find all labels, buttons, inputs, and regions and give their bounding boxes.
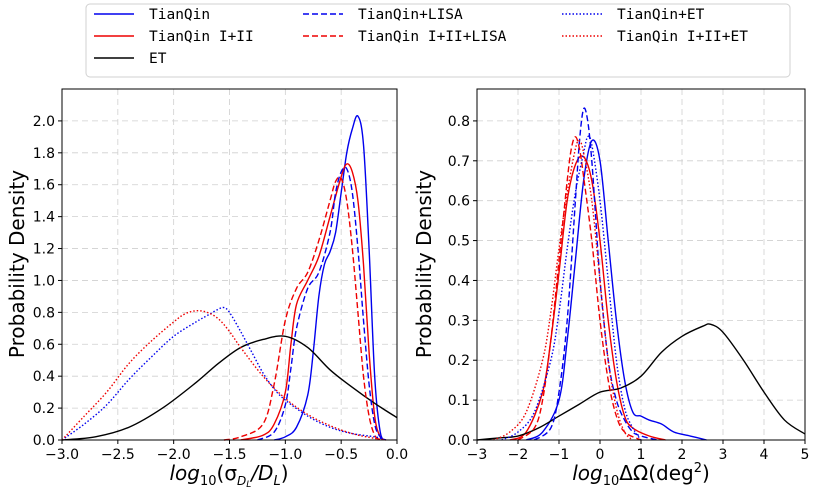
legend-label: TianQin I+II bbox=[149, 29, 254, 45]
x-axis-title-right: log10ΔΩ(deg2) bbox=[572, 461, 710, 489]
legend-label: TianQin bbox=[149, 7, 210, 23]
y-tick-label: 0.2 bbox=[33, 401, 55, 417]
y-tick-label: 1.0 bbox=[33, 273, 55, 289]
series-line-tianqin-et bbox=[501, 135, 642, 441]
y-tick-label: 0.6 bbox=[33, 337, 55, 353]
y-tick-label: 1.6 bbox=[33, 178, 55, 194]
y-tick-label: 0.4 bbox=[33, 369, 55, 385]
series-line-tianqin-lisa bbox=[257, 166, 387, 441]
series-line-tianqin bbox=[525, 139, 707, 441]
legend-label: TianQin I+II+ET bbox=[617, 29, 748, 45]
x-tick-label: 5 bbox=[801, 447, 810, 463]
y-tick-label: 0.8 bbox=[448, 114, 470, 130]
x-tick-label: 2 bbox=[678, 447, 687, 463]
x-tick-label: 0 bbox=[596, 447, 605, 463]
legend-entry: TianQin bbox=[94, 7, 210, 23]
y-tick-label: 0.7 bbox=[448, 154, 470, 170]
series-line-tianqin-i-ii-et bbox=[493, 139, 634, 441]
series-line-et bbox=[476, 323, 806, 441]
x-tick-label: −2 bbox=[508, 447, 529, 463]
x-tick-label: −2.0 bbox=[157, 447, 191, 463]
y-tick-label: 0.2 bbox=[448, 353, 470, 369]
x-tick-label: −2.5 bbox=[101, 447, 135, 463]
series-line-et bbox=[61, 335, 398, 441]
y-tick-label: 0.8 bbox=[33, 305, 55, 321]
legend: TianQin TianQin I+II ET TianQin+LISA TianQin… bbox=[85, 3, 791, 78]
legend-label: TianQin I+II+LISA bbox=[358, 29, 507, 45]
y-tick-label: 0.4 bbox=[448, 273, 470, 289]
chart-left: −3.0 −2.5 −2.0 −1.5 −1.0 −0.5 0.0 0.0 0.2 0.4 0.6 0… bbox=[5, 88, 408, 490]
y-tick-label: 0.5 bbox=[448, 234, 470, 250]
legend-entry: TianQin I+II+ET bbox=[562, 29, 748, 45]
y-tick-label: 1.8 bbox=[33, 146, 55, 162]
x-tick-label: −0.5 bbox=[324, 447, 358, 463]
x-tick-label: −3 bbox=[467, 447, 488, 463]
x-tick-label: 1 bbox=[637, 447, 646, 463]
y-tick-label: 0.1 bbox=[448, 393, 470, 409]
y-tick-label: 0.3 bbox=[448, 313, 470, 329]
y-axis-title-right: Probability Density bbox=[412, 170, 436, 358]
x-tick-label: −1.0 bbox=[268, 447, 302, 463]
legend-entry: ET bbox=[94, 51, 167, 67]
x-tick-label: 0.0 bbox=[386, 447, 408, 463]
legend-label: TianQin+LISA bbox=[358, 7, 463, 23]
legend-entry: TianQin I+II bbox=[94, 29, 254, 45]
y-tick-label: 0.6 bbox=[448, 194, 470, 210]
series-line-tianqin-et bbox=[61, 306, 387, 441]
y-tick-label: 0.0 bbox=[448, 433, 470, 449]
legend-entry: TianQin+LISA bbox=[303, 7, 463, 23]
series-line-tianqin-i-ii-lisa bbox=[517, 136, 642, 441]
x-tick-label: −1 bbox=[549, 447, 570, 463]
y-axis-title-left: Probability Density bbox=[5, 170, 29, 358]
x-axis-title-left: log10(σDL/DL) bbox=[170, 461, 289, 490]
legend-label: ET bbox=[149, 51, 167, 67]
series-line-tianqin-lisa bbox=[533, 107, 658, 441]
x-tick-label: 4 bbox=[760, 447, 769, 463]
legend-label: TianQin+ET bbox=[617, 7, 705, 23]
series-line-tianqin-i-ii-lisa bbox=[223, 176, 381, 441]
series-line-tianqin-i-ii-et bbox=[61, 310, 386, 441]
y-tick-label: 1.2 bbox=[33, 242, 55, 258]
x-tick-label: −1.5 bbox=[213, 447, 247, 463]
y-tick-label: 0.0 bbox=[33, 433, 55, 449]
y-tick-label: 2.0 bbox=[33, 114, 55, 130]
x-tick-label: 3 bbox=[719, 447, 728, 463]
legend-entry: TianQin I+II+LISA bbox=[303, 29, 507, 45]
series-line-tianqin-i-ii bbox=[509, 155, 666, 441]
legend-entry: TianQin+ET bbox=[562, 7, 705, 23]
chart-right: −3 −2 −1 0 1 2 3 4 50.00.10.20.30.40.50.60.70.8 … bbox=[412, 88, 810, 489]
legend-frame bbox=[85, 3, 791, 78]
series-line-tianqin bbox=[273, 114, 387, 441]
series-line-tianqin-i-ii bbox=[240, 163, 387, 441]
x-tick-label: −3.0 bbox=[45, 447, 79, 463]
y-tick-label: 1.4 bbox=[33, 210, 55, 226]
